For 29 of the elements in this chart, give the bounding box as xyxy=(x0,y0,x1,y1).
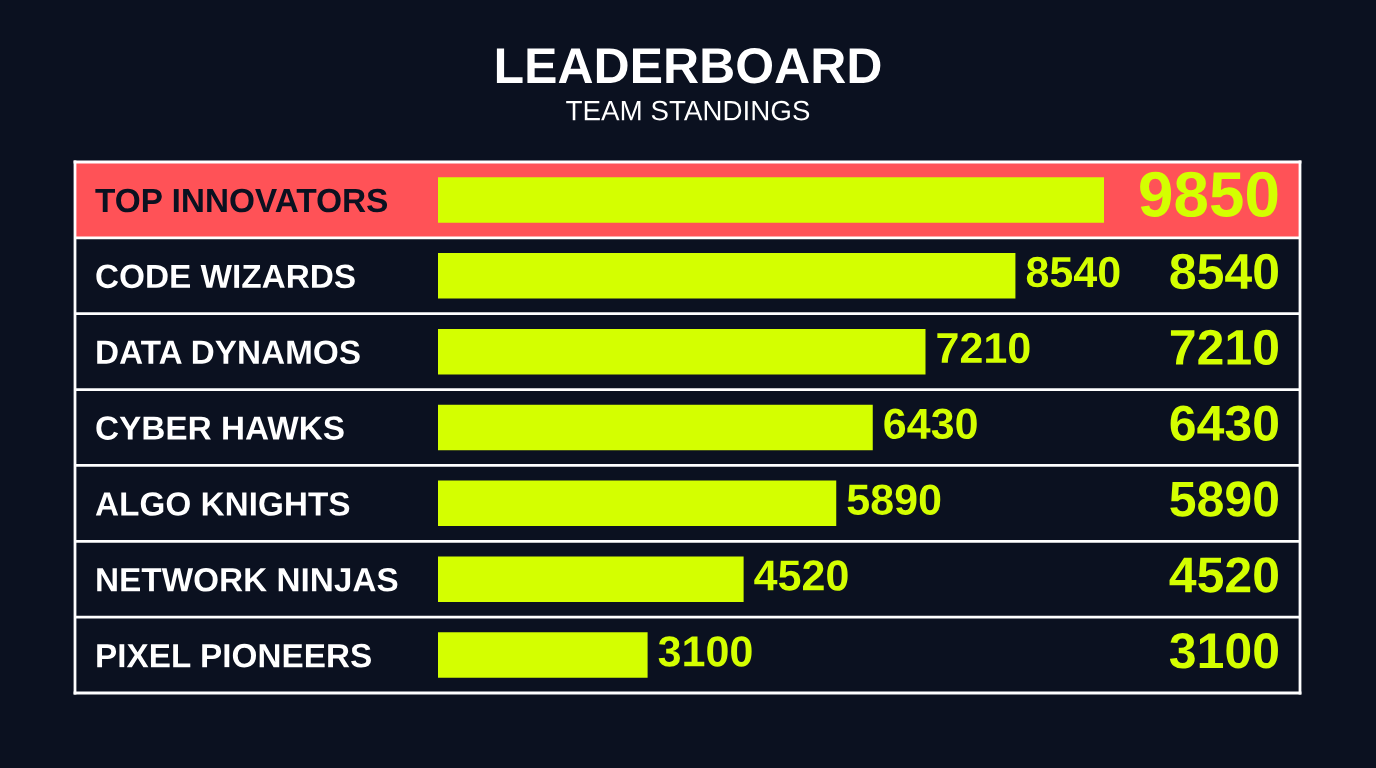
y-tick-label: DATA DYNAMOS xyxy=(97,340,360,365)
y-tick-label: PIXEL PIONEERS xyxy=(97,643,371,668)
text: 7210 xyxy=(1170,329,1278,366)
text: 6430 xyxy=(1170,405,1278,441)
bar xyxy=(438,177,1104,223)
text: 5890 xyxy=(1170,481,1278,517)
bar xyxy=(438,480,837,527)
bar xyxy=(438,404,873,451)
y-tick-label: ALGO KNIGHTS xyxy=(95,492,350,516)
y-tick-label: CYBER HAWKS xyxy=(96,416,344,440)
bar xyxy=(438,632,648,678)
data-label: 5890 xyxy=(847,484,941,515)
bar xyxy=(438,556,744,602)
text: 8540 xyxy=(1170,253,1278,290)
text: 3100 xyxy=(1169,633,1278,669)
data-label: 6430 xyxy=(884,408,977,440)
data-label: 3100 xyxy=(658,636,752,667)
text: 9850 xyxy=(1140,171,1278,218)
bar xyxy=(438,253,1016,299)
y-tick-label: CODE WIZARDS xyxy=(96,264,355,289)
y-tick-label: TOP INNOVATORS xyxy=(95,188,388,213)
text: 4520 xyxy=(1169,557,1278,593)
chart-subtitle: TEAM STANDINGS xyxy=(566,100,810,121)
bar xyxy=(438,328,926,375)
chart-title: LEADERBOARD xyxy=(496,48,881,84)
data-label: 7210 xyxy=(937,332,1030,364)
y-tick-label: NETWORK NINJAS xyxy=(97,568,398,592)
data-label: 4520 xyxy=(754,560,848,591)
data-label: 8540 xyxy=(1026,256,1120,288)
